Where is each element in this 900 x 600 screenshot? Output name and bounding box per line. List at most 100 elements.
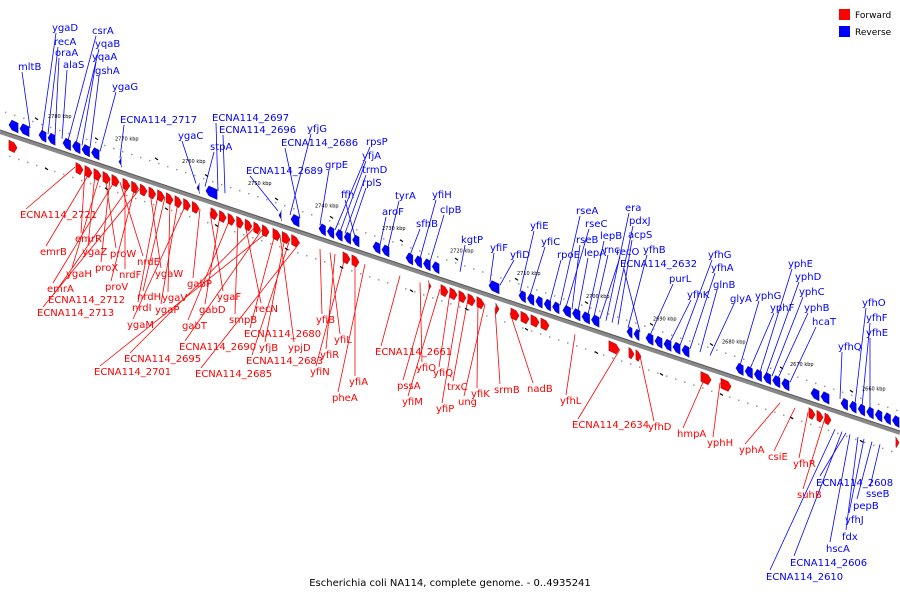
reverse-gene-glyph (572, 308, 581, 322)
track-dot-upper (23, 117, 25, 120)
reverse-gene-label: glyA (730, 294, 752, 305)
track-dot-upper (617, 316, 619, 318)
track-dot-upper (626, 319, 628, 321)
forward-connector-line (142, 197, 166, 292)
reverse-connector-line (848, 438, 865, 514)
forward-gene-label: proW (110, 249, 136, 260)
forward-gene-glyph (449, 287, 458, 301)
forward-connector-line (160, 201, 179, 305)
kbp-tick-label: 2660 kbp (862, 386, 886, 392)
forward-gene-label: ECNA114_2661 (375, 347, 452, 358)
forward-gene-label: ECNA114_2683 (246, 356, 323, 367)
forward-connector-line (249, 233, 276, 329)
reverse-connector-line (571, 244, 581, 310)
reverse-gene-label: rpsP (366, 137, 388, 148)
reverse-gene-glyph (663, 338, 672, 352)
track-dot-upper (356, 229, 358, 231)
track-dot-lower (567, 342, 569, 344)
forward-gene-label: emrB (40, 247, 67, 258)
forward-connector-line (132, 204, 187, 320)
track-dot-upper (320, 217, 322, 219)
forward-gene-label: trxC (447, 382, 468, 393)
forward-gene-glyph (291, 234, 300, 248)
track-dot-upper (365, 232, 367, 234)
track-dot-upper (383, 238, 385, 240)
legend-forward-label: Forward (855, 11, 891, 21)
reverse-gene-label: ECNA114_2717 (120, 115, 197, 126)
forward-gene-label: csiE (768, 452, 788, 463)
track-dot-upper (473, 268, 475, 270)
forward-gene-label: yfjB (259, 343, 278, 354)
reverse-connector-line (387, 200, 400, 248)
reverse-connector-line (215, 122, 219, 191)
track-dash (204, 174, 209, 178)
track-dot-lower (351, 270, 353, 272)
reverse-connector-line (319, 169, 330, 226)
forward-gene-glyph (895, 436, 900, 449)
track-dot-lower (198, 218, 200, 221)
reverse-connector-line (689, 272, 716, 349)
reverse-gene-label: hscA (826, 544, 850, 555)
track-dot-upper (743, 358, 745, 360)
track-dot-lower (630, 363, 632, 365)
track-dot-upper (590, 307, 592, 309)
reverse-connector-line (334, 146, 371, 231)
forward-gene-label: proV (105, 282, 128, 293)
reverse-gene-glyph (552, 301, 560, 315)
reverse-gene-label: yphF (770, 303, 795, 314)
track-dot-upper (806, 379, 808, 382)
forward-connector-line (380, 275, 401, 347)
reverse-connector-line (845, 436, 859, 531)
forward-gene-label: ECNA114_2634 (572, 420, 649, 431)
track-dot-lower (162, 206, 164, 209)
forward-connector-line (712, 382, 721, 438)
reverse-gene-label: yphG (755, 291, 781, 302)
track-dot-upper (131, 153, 133, 156)
track-dot-lower (252, 236, 254, 239)
forward-connector-line (744, 402, 781, 445)
reverse-gene-label: yfhJ (845, 515, 864, 526)
forward-gene-label: yfiB (316, 315, 335, 326)
reverse-gene-label: yfiD (510, 250, 530, 261)
track-dot-upper (374, 235, 376, 237)
track-dot-lower (864, 441, 866, 444)
track-dot-upper (257, 195, 259, 198)
reverse-gene-glyph (840, 397, 848, 411)
track-dot-lower (675, 378, 677, 380)
forward-gene-glyph (174, 195, 183, 209)
reverse-gene-label: glnB (713, 280, 735, 291)
track-dot-lower (297, 251, 299, 254)
forward-connector-line (87, 173, 96, 247)
track-dot-upper (410, 247, 412, 249)
track-dot-lower (63, 173, 65, 176)
track-dot-lower (666, 375, 668, 377)
connector-lines (21, 32, 881, 571)
forward-gene-label: yfhR (793, 459, 816, 470)
kbp-tick-label: 2740 kbp (315, 203, 339, 209)
reverse-connector-line (21, 71, 31, 129)
reverse-gene-label: grpE (325, 160, 348, 171)
reverse-gene-glyph (857, 403, 866, 417)
forward-connector-line (200, 242, 301, 369)
reverse-connector-line (459, 244, 466, 272)
reverse-connector-line (61, 69, 68, 139)
track-dot-upper (59, 129, 61, 132)
kbp-tick-label: 2760 kbp (182, 159, 206, 165)
track-dot-upper (104, 144, 106, 147)
track-dot-lower (72, 176, 74, 179)
reverse-gene-label: rseB (576, 235, 598, 246)
track-dot-lower (279, 245, 281, 248)
reverse-connector-line (489, 252, 495, 282)
reverse-connector-line (617, 239, 633, 325)
reverse-connector-line (99, 91, 117, 152)
reverse-connector-line (769, 429, 836, 571)
forward-gene-label: ECNA114_2685 (195, 369, 272, 380)
track-dot-lower (27, 161, 29, 164)
track-dot-upper (176, 168, 178, 171)
forward-gene-glyph (131, 180, 139, 194)
track-dot-upper (419, 250, 421, 252)
reverse-gene-glyph (431, 261, 440, 275)
track-dash (34, 117, 39, 121)
reverse-gene-label: yfhB (643, 245, 666, 256)
reverse-gene-glyph (681, 344, 690, 358)
